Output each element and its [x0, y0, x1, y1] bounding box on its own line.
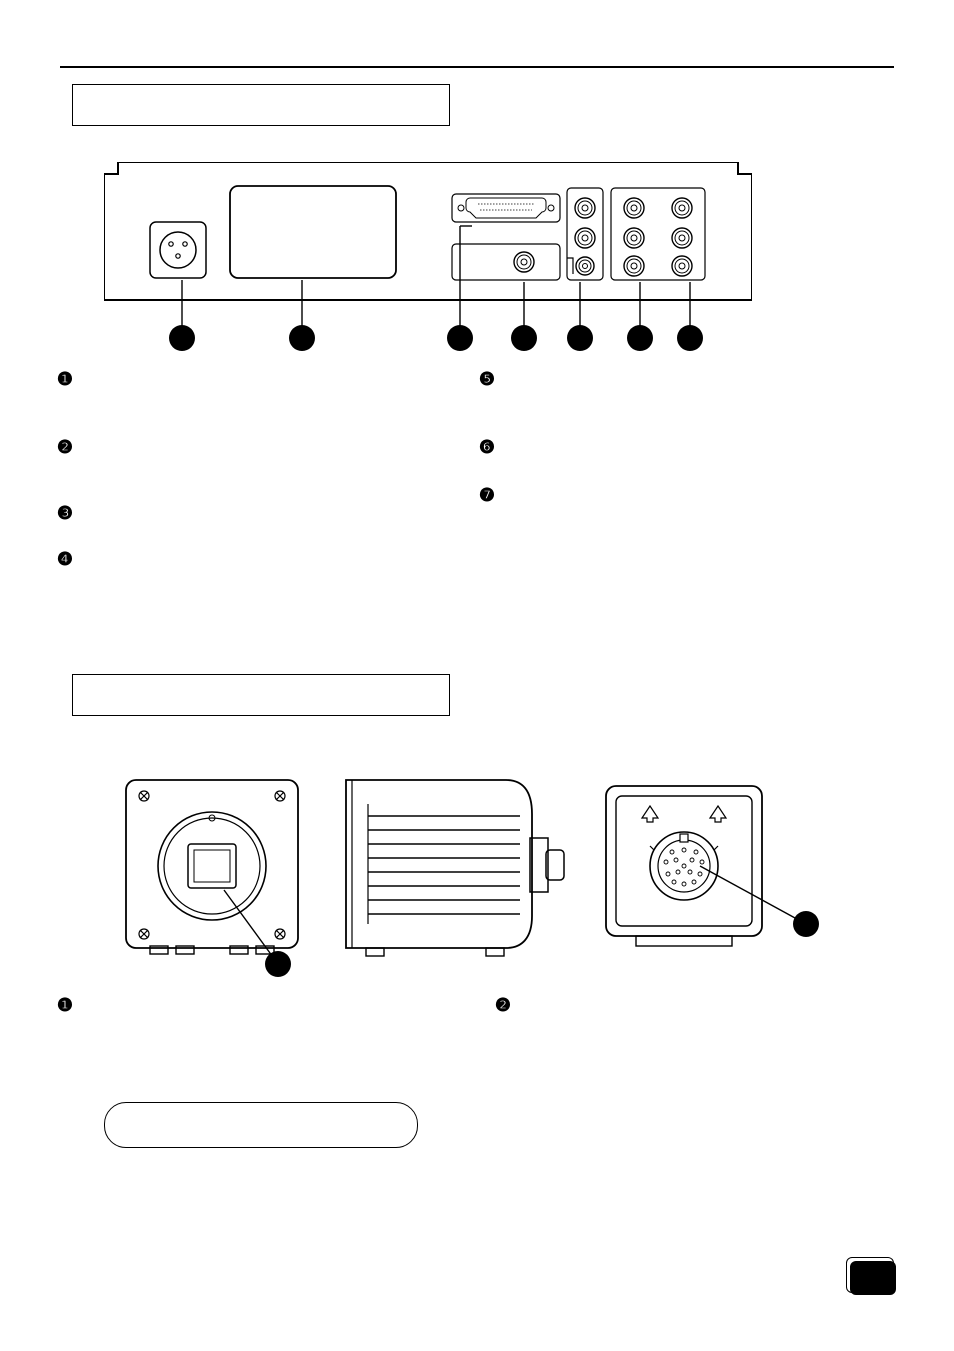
page-number: 13 — [846, 1257, 894, 1293]
note-capsule — [104, 1102, 418, 1148]
page-container: ❶ ❷ ❸ ❹ ❺ ❻ ❼ — [0, 0, 954, 1351]
camera-callout-1: ❶ — [54, 994, 76, 1016]
camera-head-leaders-svg — [0, 0, 954, 1000]
camera-callout-2: ❷ — [492, 994, 514, 1016]
